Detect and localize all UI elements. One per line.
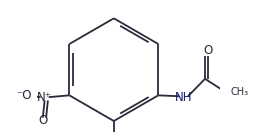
Text: N⁺: N⁺ [37,91,52,104]
Text: CH₃: CH₃ [231,87,249,97]
Text: NH: NH [175,91,193,104]
Text: O: O [203,44,213,57]
Text: O: O [38,114,48,128]
Text: ⁻O: ⁻O [17,89,32,102]
